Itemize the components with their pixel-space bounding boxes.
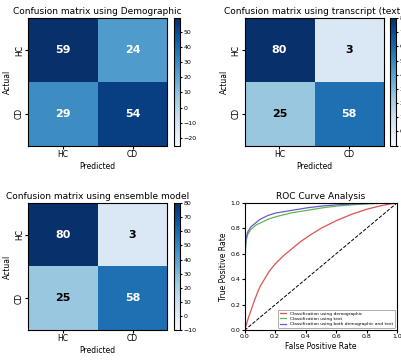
Title: Confusion matrix using transcript (text): Confusion matrix using transcript (text) <box>224 7 401 16</box>
Title: ROC Curve Analysis: ROC Curve Analysis <box>276 192 365 201</box>
Classification using text <box>395 201 399 205</box>
Text: 80: 80 <box>272 45 287 55</box>
Classification using both demographic and text <box>274 211 279 215</box>
Classification using text <box>316 206 321 211</box>
Classification using both demographic and text <box>395 201 399 205</box>
Y-axis label: Actual: Actual <box>3 70 12 94</box>
Classification using demographic <box>395 201 399 205</box>
Classification using demographic <box>362 208 367 212</box>
Classification using text <box>242 328 247 333</box>
Classification using demographic <box>322 225 326 229</box>
Text: 24: 24 <box>125 45 140 55</box>
Classification using demographic <box>283 252 288 257</box>
Classification using demographic <box>378 204 383 208</box>
Y-axis label: True Positive Rate: True Positive Rate <box>219 232 228 301</box>
Classification using demographic <box>372 205 377 209</box>
Classification using demographic <box>251 302 255 307</box>
Classification using text <box>243 290 247 294</box>
Text: 25: 25 <box>55 293 71 303</box>
Classification using both demographic and text <box>301 206 306 211</box>
Classification using text <box>291 211 296 215</box>
Text: 29: 29 <box>55 109 71 119</box>
Text: 58: 58 <box>125 293 140 303</box>
Classification using both demographic and text <box>291 208 296 212</box>
Title: Confusion matrix using Demographic: Confusion matrix using Demographic <box>13 7 182 16</box>
Classification using text <box>257 221 261 226</box>
X-axis label: Predicted: Predicted <box>296 162 332 171</box>
X-axis label: Predicted: Predicted <box>80 346 116 355</box>
Text: 80: 80 <box>55 230 71 240</box>
X-axis label: Predicted: Predicted <box>80 162 116 171</box>
Text: 59: 59 <box>55 45 71 55</box>
Text: 25: 25 <box>272 109 287 119</box>
X-axis label: False Positive Rate: False Positive Rate <box>285 342 356 351</box>
Classification using both demographic and text <box>243 287 247 291</box>
Text: 3: 3 <box>129 230 136 240</box>
Classification using both demographic and text <box>257 218 261 223</box>
Y-axis label: Actual: Actual <box>3 254 12 279</box>
Legend: Classification using demographic, Classification using text, Classification usin: Classification using demographic, Classi… <box>278 310 395 328</box>
Line: Classification using demographic: Classification using demographic <box>245 203 397 330</box>
Line: Classification using text: Classification using text <box>245 203 397 330</box>
Title: Confusion matrix using ensemble model: Confusion matrix using ensemble model <box>6 192 189 201</box>
Classification using both demographic and text <box>242 328 247 333</box>
Classification using text <box>274 215 279 219</box>
Text: 54: 54 <box>125 109 140 119</box>
Text: 3: 3 <box>345 45 353 55</box>
Line: Classification using both demographic and text: Classification using both demographic an… <box>245 203 397 330</box>
Classification using text <box>301 209 306 213</box>
Classification using both demographic and text <box>316 204 321 208</box>
Classification using demographic <box>242 328 247 333</box>
Y-axis label: Actual: Actual <box>220 70 229 94</box>
Text: 58: 58 <box>341 109 357 119</box>
